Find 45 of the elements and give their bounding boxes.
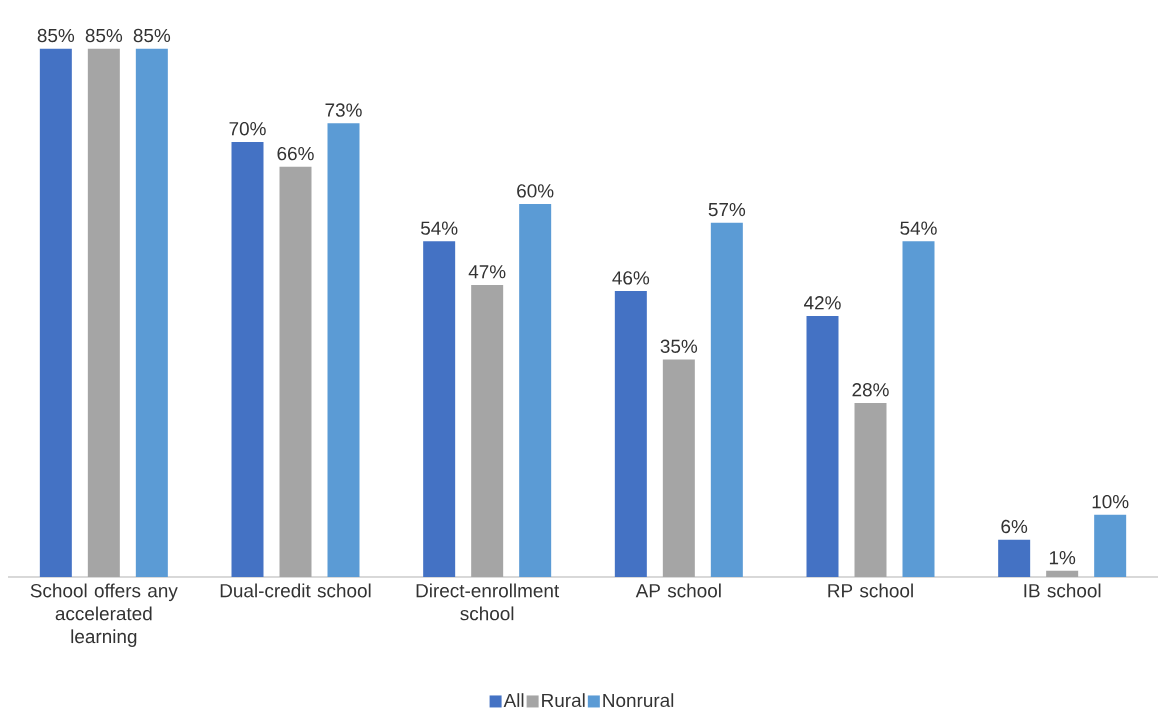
bar [998, 539, 1031, 577]
x-tick-label: IB school [1024, 583, 1101, 598]
data-label: 28% [852, 383, 889, 397]
x-tick-label: AP school [635, 583, 721, 598]
data-label: 42% [803, 296, 841, 310]
bar [87, 48, 120, 577]
bar [327, 123, 360, 577]
bar [519, 204, 552, 577]
bar [1046, 570, 1079, 577]
data-label: 70% [229, 122, 266, 136]
data-label: 85% [37, 28, 75, 43]
bar [135, 48, 168, 577]
x-tick-label: Direct-enrollment school [416, 583, 560, 621]
bar [902, 241, 935, 577]
legend-label: Nonrural [603, 693, 674, 708]
bar [1094, 514, 1127, 577]
bar [423, 241, 456, 577]
data-label: 85% [133, 28, 171, 43]
x-tick-label: RP school [828, 583, 913, 598]
data-label: 46% [612, 271, 650, 285]
bar [279, 166, 312, 577]
data-label: 57% [708, 202, 746, 217]
data-label: 54% [900, 221, 937, 235]
bar [662, 359, 695, 577]
bar [710, 222, 743, 577]
bar [614, 291, 647, 577]
legend-label: All [503, 693, 524, 707]
data-label: 54% [420, 221, 458, 235]
data-label: 10% [1092, 494, 1129, 509]
legend-label: Rural [542, 693, 585, 708]
bar [39, 48, 72, 577]
data-label: 85% [85, 28, 123, 43]
data-label: 35% [660, 339, 698, 353]
bar [854, 402, 887, 577]
data-label: 1% [1049, 551, 1076, 565]
bar [231, 141, 264, 577]
data-label: 73% [325, 103, 362, 117]
x-tick-label: School offers any accelerated learning [30, 583, 178, 647]
x-tick-label: Dual-credit school [220, 583, 371, 598]
data-label: 47% [468, 265, 506, 279]
data-label: 60% [517, 184, 554, 198]
bar [806, 315, 839, 577]
bar [471, 284, 504, 577]
data-label: 6% [1001, 519, 1028, 534]
data-label: 66% [277, 146, 314, 161]
